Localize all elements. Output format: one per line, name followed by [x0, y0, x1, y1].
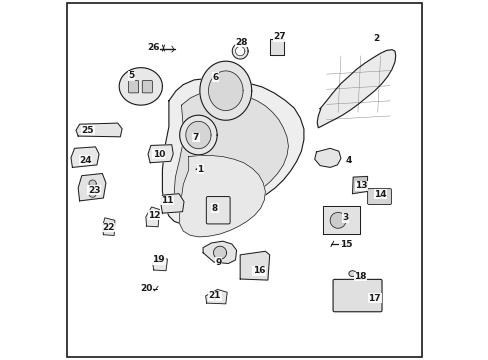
FancyBboxPatch shape — [367, 189, 390, 204]
Polygon shape — [213, 246, 226, 259]
Polygon shape — [102, 218, 115, 235]
Polygon shape — [208, 71, 243, 111]
Text: 17: 17 — [368, 294, 380, 302]
Text: 22: 22 — [102, 223, 114, 232]
Text: 20: 20 — [140, 284, 152, 293]
FancyBboxPatch shape — [128, 81, 139, 93]
Text: 5: 5 — [128, 71, 134, 80]
Text: 23: 23 — [87, 186, 100, 195]
Polygon shape — [329, 212, 346, 228]
Text: 18: 18 — [353, 272, 366, 281]
FancyBboxPatch shape — [206, 197, 230, 224]
Polygon shape — [179, 156, 265, 237]
Polygon shape — [348, 271, 355, 276]
Polygon shape — [89, 180, 96, 187]
Polygon shape — [119, 68, 162, 105]
Polygon shape — [179, 115, 217, 155]
Polygon shape — [71, 147, 99, 167]
Text: 10: 10 — [152, 150, 164, 159]
Text: 4: 4 — [345, 156, 351, 165]
Text: 11: 11 — [161, 196, 173, 205]
Text: 8: 8 — [211, 204, 218, 212]
Polygon shape — [200, 61, 251, 120]
Text: 25: 25 — [81, 126, 94, 135]
FancyBboxPatch shape — [332, 279, 381, 312]
Polygon shape — [352, 176, 367, 194]
Polygon shape — [314, 148, 340, 167]
Polygon shape — [203, 241, 236, 264]
Text: 14: 14 — [373, 190, 386, 199]
Polygon shape — [152, 256, 167, 271]
Polygon shape — [174, 91, 288, 213]
Text: 7: 7 — [192, 133, 199, 142]
Polygon shape — [232, 43, 247, 59]
Polygon shape — [322, 206, 359, 234]
Text: 13: 13 — [354, 181, 367, 190]
Text: 3: 3 — [342, 213, 348, 222]
FancyBboxPatch shape — [142, 81, 152, 93]
Text: 28: 28 — [235, 38, 247, 47]
Text: 6: 6 — [212, 73, 218, 82]
Polygon shape — [269, 39, 284, 55]
Text: 15: 15 — [339, 240, 351, 248]
Text: 9: 9 — [215, 258, 222, 266]
Polygon shape — [185, 121, 211, 149]
Polygon shape — [317, 50, 395, 128]
Polygon shape — [205, 289, 227, 304]
Polygon shape — [240, 251, 269, 280]
Text: 16: 16 — [252, 266, 264, 275]
Polygon shape — [78, 174, 106, 201]
Text: 19: 19 — [152, 256, 165, 264]
Polygon shape — [89, 190, 96, 197]
Text: 12: 12 — [148, 211, 161, 220]
Polygon shape — [162, 78, 303, 224]
Polygon shape — [76, 123, 122, 137]
Text: 2: 2 — [372, 35, 378, 44]
Text: 1: 1 — [197, 165, 203, 174]
Polygon shape — [235, 46, 244, 56]
Text: 24: 24 — [79, 156, 92, 165]
Polygon shape — [145, 207, 159, 227]
Text: 26: 26 — [147, 43, 160, 52]
Polygon shape — [148, 145, 173, 163]
Text: 21: 21 — [208, 292, 221, 300]
Polygon shape — [161, 194, 183, 213]
Text: 27: 27 — [273, 32, 285, 41]
FancyBboxPatch shape — [67, 3, 421, 357]
